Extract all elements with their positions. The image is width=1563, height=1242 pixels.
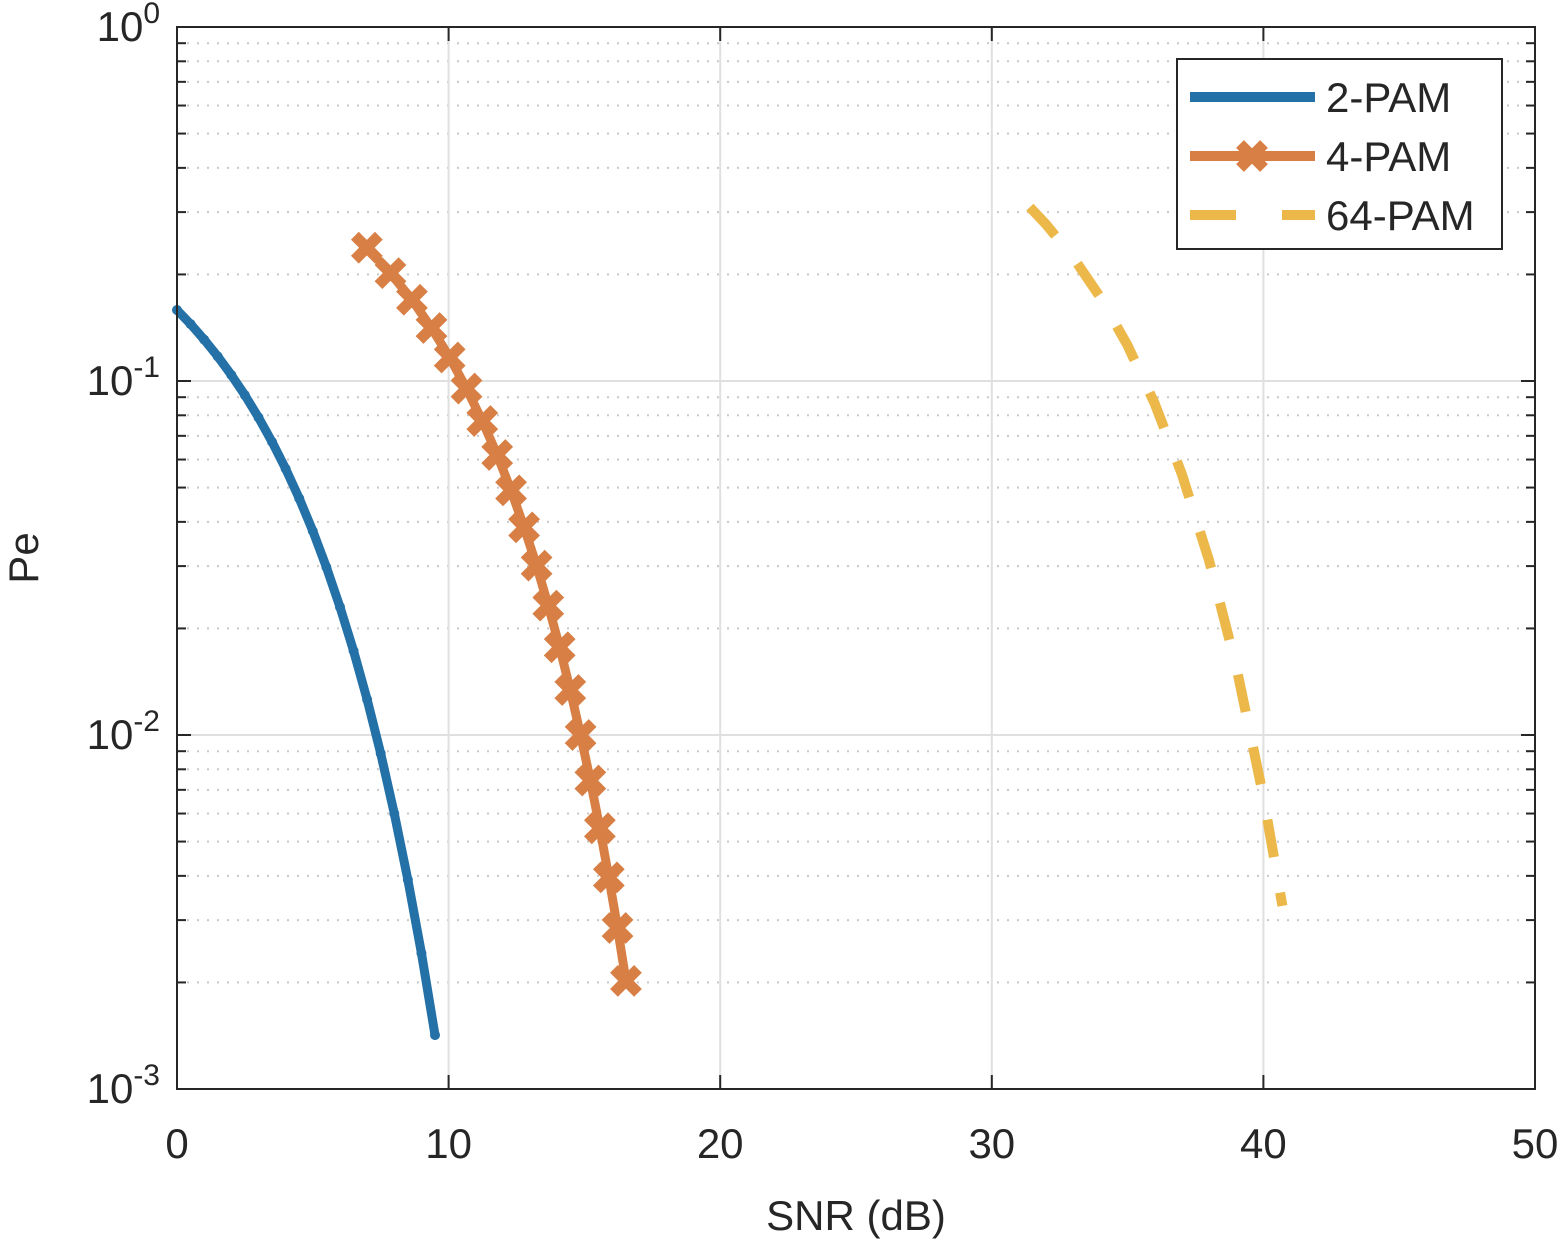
- x-marker: [520, 549, 553, 582]
- data-point: [239, 390, 250, 401]
- x-marker: [415, 312, 448, 344]
- x-marker: [450, 372, 483, 405]
- data-point: [294, 493, 305, 504]
- y-tick-label: 100: [97, 0, 160, 50]
- ticks: 0 10 20 30 40 50 10-3 10-2 10-1 100: [87, 0, 1559, 1167]
- data-point: [212, 351, 223, 362]
- x-marker: [508, 511, 540, 544]
- data-point: [280, 463, 291, 474]
- x-tick-label: 10: [425, 1120, 472, 1167]
- series-4-PAM: [350, 231, 642, 997]
- x-marker: [574, 764, 607, 797]
- series-64-PAM: [1026, 203, 1288, 907]
- data-point: [402, 874, 413, 885]
- x-marker: [610, 965, 642, 997]
- data-point: [185, 319, 196, 330]
- legend-label: 64-PAM: [1326, 192, 1475, 239]
- x-marker: [583, 812, 616, 845]
- x-tick-label: 20: [697, 1120, 744, 1167]
- data-point: [321, 562, 332, 573]
- series-line: [173, 306, 440, 1036]
- data-point: [348, 645, 359, 656]
- legend: 2-PAM 4-PAM 64-PAM: [1176, 58, 1503, 250]
- x-axis-label: SNR (dB): [766, 1192, 946, 1239]
- x-marker: [495, 474, 527, 507]
- x-marker: [564, 719, 597, 751]
- data-point: [416, 948, 427, 959]
- x-marker: [543, 631, 576, 664]
- x-tick-label: 50: [1512, 1120, 1559, 1167]
- legend-marker: [1247, 92, 1257, 102]
- legend-label: 2-PAM: [1326, 74, 1451, 121]
- y-axis-label: Pe: [0, 532, 47, 583]
- data-point: [253, 412, 264, 423]
- x-marker: [554, 674, 587, 706]
- x-marker: [532, 589, 565, 622]
- x-tick-label: 30: [968, 1120, 1015, 1167]
- x-marker: [350, 231, 383, 264]
- x-marker: [433, 341, 466, 374]
- plot-frame: [176, 26, 1536, 1090]
- x-marker: [1236, 140, 1268, 172]
- x-marker: [601, 912, 634, 944]
- x-marker: [466, 405, 499, 437]
- y-tick-label: 10-2: [87, 705, 160, 758]
- data-point: [334, 601, 345, 612]
- x-tick-label: 40: [1240, 1120, 1287, 1167]
- series-2-PAM: [172, 304, 441, 1041]
- data-point: [362, 694, 373, 705]
- x-marker: [396, 283, 428, 316]
- data-point: [430, 1030, 441, 1041]
- x-marker: [592, 861, 625, 894]
- y-tick-label: 10-1: [87, 351, 160, 404]
- y-tick-label: 10-3: [87, 1059, 160, 1112]
- data-point: [389, 808, 400, 819]
- data-point: [375, 748, 386, 759]
- legend-label: 4-PAM: [1326, 133, 1451, 180]
- x-marker: [481, 439, 514, 471]
- data-point: [226, 369, 237, 380]
- data-point: [199, 334, 210, 345]
- series-line: [1026, 203, 1288, 907]
- x-marker: [374, 257, 407, 290]
- data-point: [307, 525, 318, 536]
- data-point: [267, 436, 278, 447]
- series-layer: [172, 203, 1288, 1041]
- x-tick-label: 0: [165, 1120, 188, 1167]
